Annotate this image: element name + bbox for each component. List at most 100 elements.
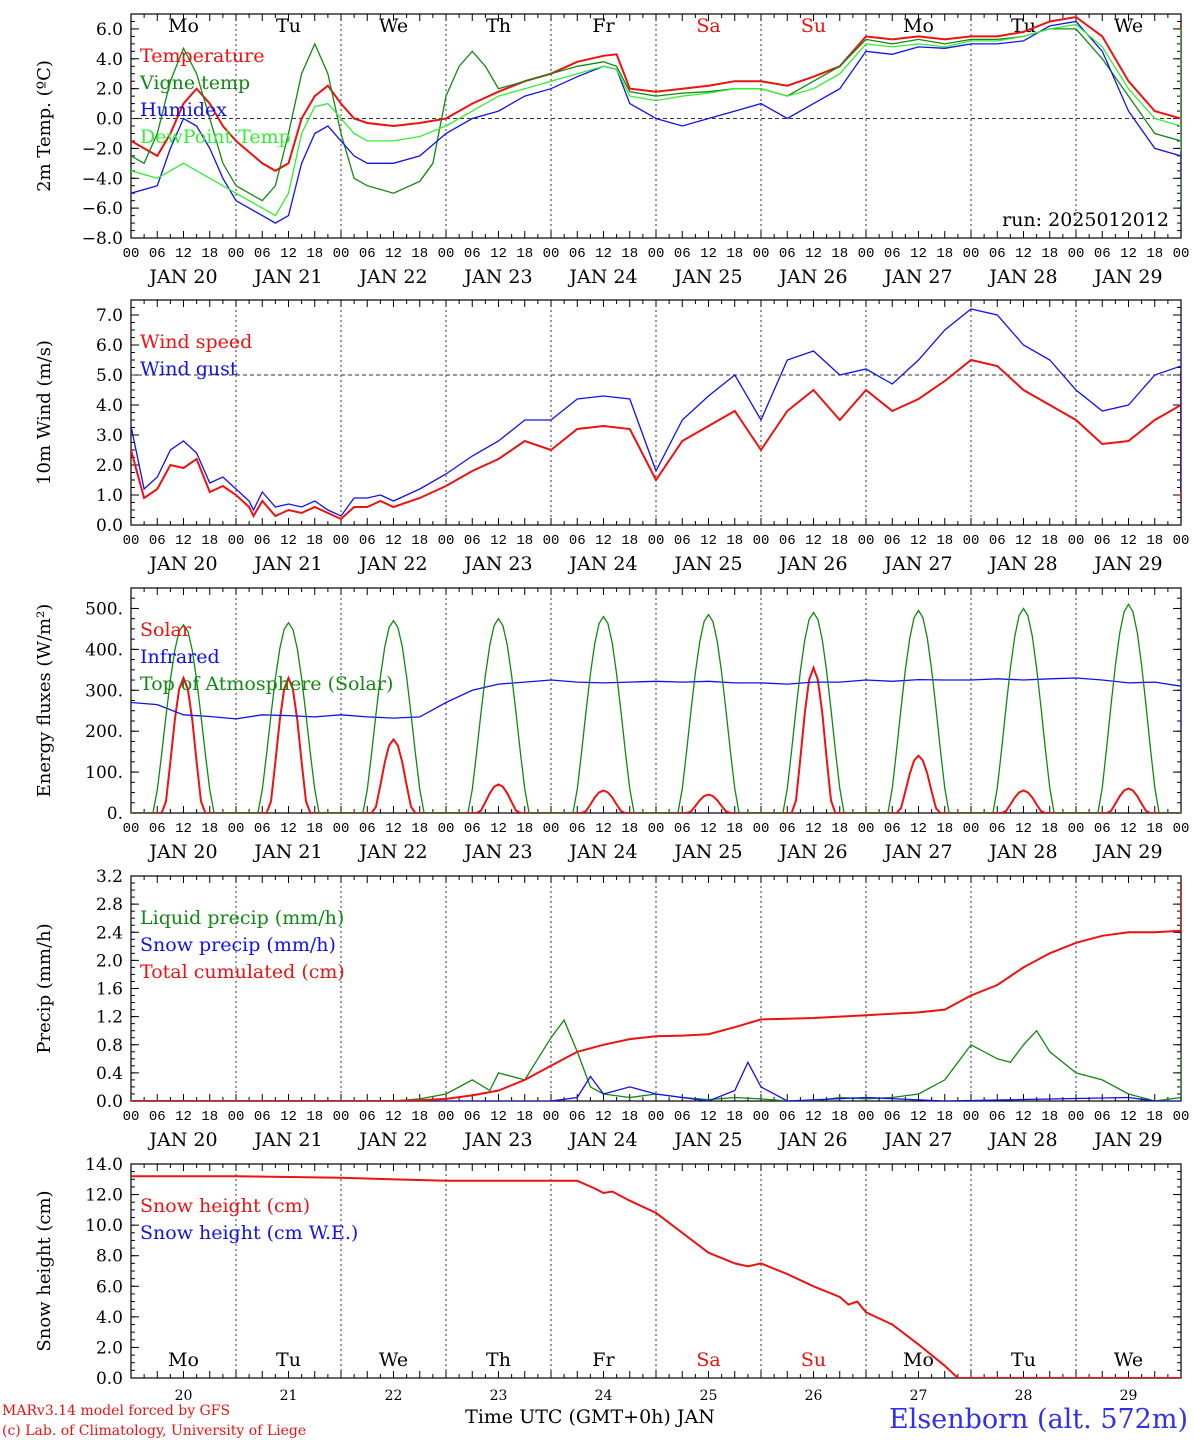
y-tick-label: 400. [85,640,123,660]
hour-tick-label: 18 [621,1109,638,1125]
date-label: JAN 24 [567,553,637,575]
y-tick-label: 1.0 [96,486,123,506]
hour-tick-label: 00 [333,533,350,549]
y-tick-label: 8.0 [96,1247,123,1267]
hour-tick-label: 06 [569,246,586,262]
hour-tick-label: 12 [910,533,927,549]
y-tick-label: 4.0 [96,1308,123,1328]
hour-tick-label: 06 [464,1109,481,1125]
y-tick-label: 2.0 [96,456,123,476]
hour-tick-label: 00 [648,533,665,549]
date-label: JAN 25 [672,841,742,863]
hour-tick-label: 18 [516,821,533,837]
series-line [131,603,1181,813]
hour-tick-label: 18 [621,246,638,262]
y-tick-label: 2.0 [96,1338,123,1358]
hour-tick-label: 18 [1146,821,1163,837]
hour-tick-label: 00 [228,533,245,549]
y-tick-label: −8.0 [82,229,123,249]
day-number: 22 [385,1388,403,1404]
hour-tick-label: 18 [1146,246,1163,262]
legend-entry: Temperature [140,45,264,67]
hour-tick-label: 06 [359,533,376,549]
series-line [131,23,1181,217]
hour-tick-label: 06 [1094,821,1111,837]
hour-tick-label: 06 [254,1109,271,1125]
hour-tick-label: 12 [700,1109,717,1125]
day-name: Fr [592,1349,615,1371]
hour-tick-label: 18 [411,1109,428,1125]
hour-tick-label: 00 [858,1109,875,1125]
hour-tick-label: 06 [779,821,796,837]
hour-tick-label: 06 [884,821,901,837]
hour-tick-label: 12 [1120,821,1137,837]
y-tick-label: 2.0 [96,951,123,971]
series-line [131,20,1181,224]
hour-tick-label: 00 [1173,821,1190,837]
hour-tick-label: 12 [385,821,402,837]
hour-tick-label: 12 [490,246,507,262]
hour-tick-label: 18 [621,533,638,549]
y-tick-label: 0. [107,804,123,824]
hour-tick-label: 00 [753,1109,770,1125]
day-name: Sa [696,15,720,37]
hour-tick-label: 00 [123,821,140,837]
hour-tick-label: 00 [1068,246,1085,262]
legend-entry: Top of Atmosphere (Solar) [140,673,393,695]
hour-tick-label: 18 [1146,1109,1163,1125]
series-line [131,358,1181,521]
hour-tick-label: 12 [385,533,402,549]
series-line [131,664,1181,813]
legend-entry: Liquid precip (mm/h) [140,907,344,929]
series-line [131,1175,1181,1378]
date-label: JAN 20 [147,1129,217,1151]
date-label: JAN 27 [882,553,952,575]
hour-tick-label: 00 [858,821,875,837]
date-label: JAN 29 [1092,1129,1162,1151]
y-tick-label: 6.0 [96,20,123,40]
hour-tick-label: 06 [674,821,691,837]
hour-tick-label: 06 [359,1109,376,1125]
y-tick-label: 2.8 [96,895,123,915]
hour-tick-label: 12 [805,1109,822,1125]
day-name: Mo [168,1349,199,1371]
hour-tick-label: 18 [936,246,953,262]
panel-5: 14.0 12.0 10.0 8.0 6.0 4.0 2.0 0.0 Snow height (… [34,1155,1182,1404]
date-label: JAN 26 [777,1129,847,1151]
hour-tick-label: 06 [989,246,1006,262]
series-line [131,308,1181,517]
hour-tick-label: 00 [753,533,770,549]
date-label: JAN 23 [462,553,532,575]
hour-tick-label: 18 [936,1109,953,1125]
hour-tick-label: 12 [490,533,507,549]
day-name: We [379,1349,408,1371]
y-tick-label: −6.0 [82,199,123,219]
legend-entry: Total cumulated (cm) [140,961,345,983]
legend-entry: Infrared [140,646,220,668]
hour-tick-label: 00 [1068,1109,1085,1125]
hour-tick-label: 00 [648,1109,665,1125]
date-label: JAN 29 [1092,841,1162,863]
hour-tick-label: 12 [1015,533,1032,549]
y-tick-label: 200. [85,722,123,742]
hour-tick-label: 18 [1041,246,1058,262]
date-label: JAN 29 [1092,266,1162,288]
hour-tick-label: 06 [779,533,796,549]
hour-tick-label: 18 [306,821,323,837]
hour-tick-label: 06 [884,246,901,262]
date-label: JAN 27 [882,1129,952,1151]
day-name: Mo [903,15,934,37]
date-label: JAN 22 [357,841,427,863]
y-tick-label: 5.0 [96,366,123,386]
date-label: JAN 28 [987,841,1057,863]
y-tick-label: 7.0 [96,306,123,326]
y-axis-label: Energy fluxes (W/m²) [34,604,55,798]
y-tick-label: 0.0 [96,110,123,130]
series-line [131,28,1181,206]
hour-tick-label: 12 [175,246,192,262]
day-number: 21 [280,1388,298,1404]
hour-tick-label: 00 [963,246,980,262]
hour-tick-label: 06 [989,1109,1006,1125]
y-tick-label: 4.0 [96,50,123,70]
